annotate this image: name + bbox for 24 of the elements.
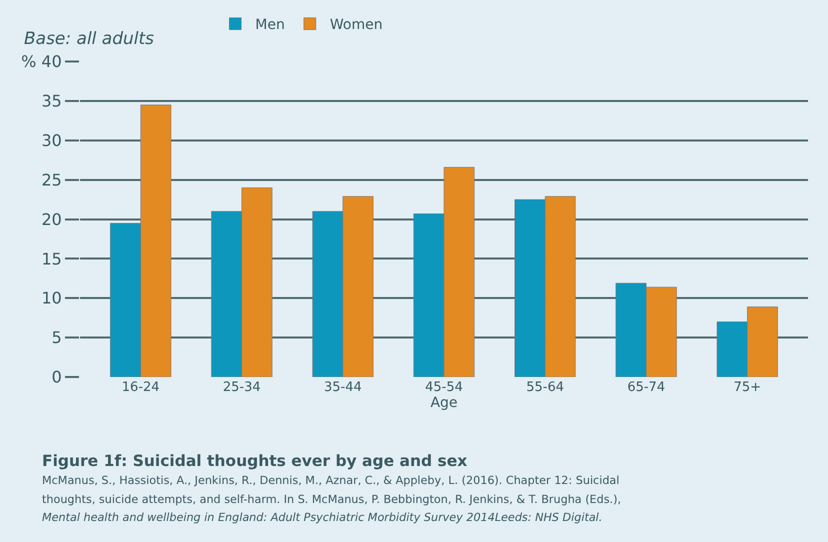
y-tick-label: 20 (41, 210, 62, 229)
legend-label: Men (255, 17, 285, 34)
x-tick-label: 55-64 (526, 380, 564, 395)
y-tick-label: 0 (52, 368, 62, 387)
y-tick-label: % 40 (21, 52, 62, 72)
x-tick-label: 25-34 (222, 380, 261, 395)
text: Mental health and wellbeing in England: Adult Psychiatric Morbidity Survey 2014Leeds: NHS Digital. (42, 511, 602, 524)
x-axis-title: Age (430, 395, 458, 411)
text: Figure 1f: Suicidal thoughts ever by age and sex (42, 452, 468, 470)
y-tick-label: 35 (41, 92, 62, 111)
x-tick-label: 75+ (734, 380, 762, 395)
text: thoughts, suicide attempts, and self-harm. In S. McManus, P. Bebbington, R. Jenkins, & T. Brugha (Eds.), (42, 493, 622, 506)
x-tick-label: 65-74 (627, 380, 666, 395)
text: Base: all adults (24, 29, 154, 49)
y-tick-label: 10 (41, 288, 62, 308)
y-tick-label: 5 (52, 328, 62, 348)
y-tick-label: 15 (41, 249, 62, 268)
y-tick-label: 25 (41, 170, 62, 190)
x-tick-label: 16-24 (122, 380, 160, 395)
y-tick-label: 30 (41, 131, 62, 150)
x-tick-label: 35-44 (324, 380, 362, 395)
text: McManus, S., Hassiotis, A., Jenkins, R., Dennis, M., Aznar, C., & Appleby, L. (2016). Chapter 12: Suicidal (42, 474, 620, 487)
x-tick-label: 45-54 (425, 380, 463, 395)
legend-label: Women (330, 17, 383, 34)
